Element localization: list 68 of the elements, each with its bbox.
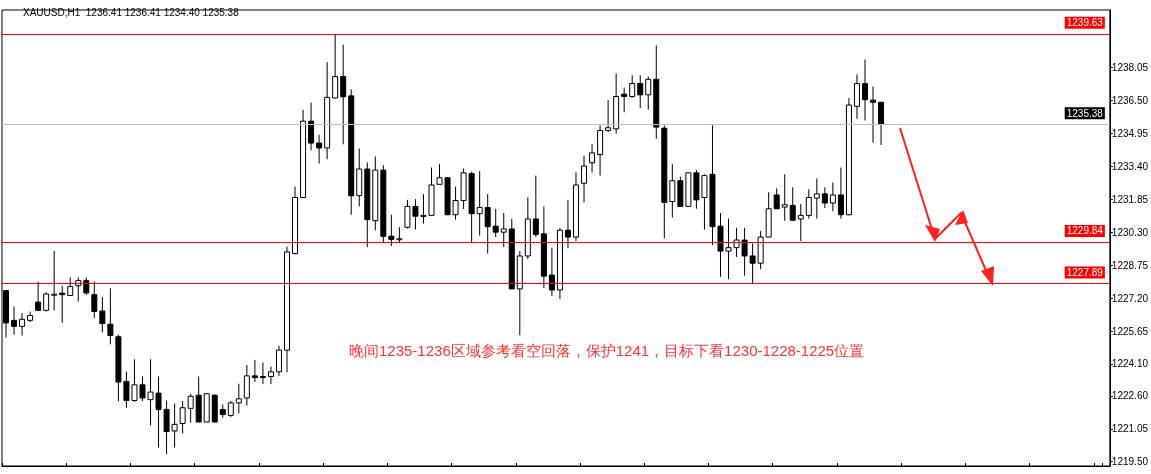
- candlestick: [316, 134, 323, 164]
- candlestick: [91, 281, 98, 319]
- candlestick: [308, 101, 315, 151]
- candlestick: [35, 281, 42, 311]
- y-tick-label: 1219.50: [1111, 456, 1149, 468]
- candlestick: [797, 203, 804, 242]
- candlestick: [581, 155, 588, 203]
- candlestick: [548, 247, 555, 297]
- candlestick: [492, 208, 499, 238]
- candlestick: [805, 188, 812, 220]
- candlestick: [789, 186, 796, 221]
- candlestick: [500, 212, 507, 248]
- candlestick: [267, 366, 274, 385]
- candlestick: [235, 383, 242, 414]
- candlestick: [621, 87, 628, 113]
- y-tick-label: 1234.95: [1111, 127, 1149, 139]
- candlestick: [243, 364, 250, 407]
- candlestick: [107, 287, 114, 345]
- candlestick: [853, 73, 860, 120]
- candlestick: [179, 400, 186, 434]
- ref-line-label: 1239.63: [1066, 17, 1104, 29]
- candlestick: [11, 306, 18, 336]
- candlestick: [589, 143, 596, 173]
- ref-line-label: 1227.89: [1066, 266, 1104, 278]
- candlestick: [773, 187, 780, 210]
- candlestick: [251, 359, 258, 383]
- ref-line-label: 1235.38: [1066, 107, 1104, 119]
- chart-title: XAUUSD,H1 1236.41 1236.41 1234.40 1235.38: [23, 6, 240, 18]
- candlestick: [813, 177, 820, 220]
- annotation: 晚间1235-1236区域参考看空回落，保护1241，目标下看1230-1228-1225位置: [349, 342, 865, 359]
- y-tick-label: 1225.65: [1111, 325, 1149, 337]
- candlestick: [476, 170, 483, 237]
- candlestick: [187, 393, 194, 424]
- candlestick: [878, 101, 885, 146]
- candlestick: [605, 99, 612, 133]
- y-tick-label: 1224.10: [1111, 358, 1149, 370]
- y-tick-label: 1233.40: [1111, 160, 1149, 172]
- y-tick-label: 1228.75: [1111, 259, 1149, 271]
- candlestick: [484, 193, 491, 254]
- candlestick: [532, 175, 539, 238]
- candlestick: [862, 59, 868, 122]
- candlestick: [340, 44, 347, 145]
- y-tick-label: 1221.05: [1111, 423, 1149, 435]
- y-tick-label: 1236.50: [1111, 94, 1149, 106]
- y-tick-label: 1231.85: [1111, 193, 1149, 205]
- candlestick: [51, 250, 58, 311]
- candlestick: [669, 163, 676, 218]
- y-tick-label: 1222.60: [1111, 390, 1149, 402]
- candlestick: [829, 181, 836, 212]
- candlestick: [870, 86, 877, 144]
- candlestick: [821, 186, 828, 209]
- candlestick: [19, 312, 26, 336]
- candlestick: [629, 74, 636, 99]
- candlestick: [564, 199, 571, 249]
- candlestick: [27, 310, 34, 323]
- candlestick: [99, 296, 106, 333]
- candlestick: [645, 76, 652, 111]
- candlestick: [637, 74, 644, 109]
- y-tick-label: 1230.30: [1111, 226, 1149, 238]
- candlestick: [781, 173, 788, 222]
- candlestick: [275, 345, 282, 377]
- candlestick: [837, 167, 844, 220]
- y-tick-label: 1227.20: [1111, 292, 1149, 304]
- y-tick-label: 1238.05: [1111, 61, 1149, 73]
- ref-line-label: 1229.84: [1066, 225, 1104, 237]
- candlestick: [332, 33, 339, 99]
- candlestick: [259, 362, 266, 385]
- candlestick: [67, 276, 74, 296]
